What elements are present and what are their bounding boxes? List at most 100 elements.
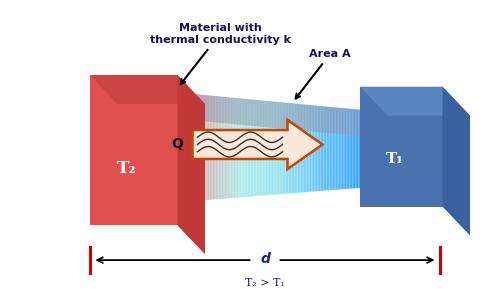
Polygon shape <box>344 108 345 189</box>
Polygon shape <box>228 97 229 198</box>
Polygon shape <box>229 97 230 198</box>
Polygon shape <box>179 92 180 202</box>
Polygon shape <box>293 103 294 193</box>
Polygon shape <box>307 105 308 192</box>
Polygon shape <box>218 96 220 199</box>
Text: d: d <box>260 252 270 266</box>
Polygon shape <box>288 103 290 194</box>
Polygon shape <box>208 95 210 200</box>
Polygon shape <box>258 100 260 196</box>
Polygon shape <box>191 94 192 201</box>
Polygon shape <box>196 94 198 201</box>
Polygon shape <box>188 93 190 201</box>
Polygon shape <box>200 95 202 201</box>
Polygon shape <box>340 108 342 189</box>
Polygon shape <box>178 92 179 202</box>
Polygon shape <box>237 98 238 198</box>
FancyArrow shape <box>192 120 322 169</box>
Polygon shape <box>220 97 222 199</box>
Polygon shape <box>211 96 212 200</box>
Polygon shape <box>217 96 218 199</box>
Polygon shape <box>274 101 275 195</box>
Polygon shape <box>261 100 262 196</box>
Text: Q: Q <box>172 138 183 151</box>
Text: T₁: T₁ <box>386 152 404 166</box>
Polygon shape <box>308 105 310 192</box>
Polygon shape <box>304 104 305 192</box>
Polygon shape <box>318 106 319 191</box>
Polygon shape <box>199 95 200 201</box>
Polygon shape <box>234 98 235 198</box>
Polygon shape <box>287 103 288 194</box>
Polygon shape <box>319 106 320 191</box>
Polygon shape <box>336 108 337 190</box>
Polygon shape <box>186 93 188 202</box>
Polygon shape <box>206 95 208 200</box>
Polygon shape <box>356 110 357 188</box>
Polygon shape <box>278 102 280 194</box>
Polygon shape <box>214 96 216 199</box>
Polygon shape <box>360 87 442 207</box>
Polygon shape <box>246 99 248 197</box>
Polygon shape <box>244 99 246 197</box>
Polygon shape <box>300 104 302 192</box>
Polygon shape <box>267 101 269 195</box>
Polygon shape <box>230 97 232 198</box>
Polygon shape <box>224 97 226 199</box>
Polygon shape <box>238 98 240 197</box>
Polygon shape <box>286 103 287 194</box>
Polygon shape <box>184 93 185 202</box>
Polygon shape <box>248 99 249 197</box>
Polygon shape <box>281 102 282 194</box>
Polygon shape <box>320 106 322 191</box>
Polygon shape <box>352 109 354 188</box>
Text: Material with
thermal conductivity k: Material with thermal conductivity k <box>150 23 290 84</box>
Polygon shape <box>302 104 304 192</box>
Polygon shape <box>345 108 346 189</box>
Polygon shape <box>334 107 336 190</box>
Polygon shape <box>442 87 470 236</box>
Polygon shape <box>90 75 205 104</box>
Text: T₂: T₂ <box>117 160 136 177</box>
Polygon shape <box>198 94 199 201</box>
Polygon shape <box>294 104 296 193</box>
Polygon shape <box>354 109 356 188</box>
Polygon shape <box>272 101 274 195</box>
Polygon shape <box>256 100 258 196</box>
Polygon shape <box>222 97 223 199</box>
Polygon shape <box>331 107 332 190</box>
Polygon shape <box>330 107 331 190</box>
Polygon shape <box>348 109 350 189</box>
Polygon shape <box>312 105 313 192</box>
Polygon shape <box>338 108 340 190</box>
Polygon shape <box>204 95 205 200</box>
Polygon shape <box>178 92 388 139</box>
Polygon shape <box>322 106 324 191</box>
Polygon shape <box>182 93 184 202</box>
Polygon shape <box>249 99 250 197</box>
Polygon shape <box>346 108 348 189</box>
Polygon shape <box>292 103 293 193</box>
Polygon shape <box>216 96 217 199</box>
Polygon shape <box>313 105 314 192</box>
Polygon shape <box>332 107 334 190</box>
Polygon shape <box>254 100 255 196</box>
Polygon shape <box>276 102 278 194</box>
Polygon shape <box>357 110 358 188</box>
Polygon shape <box>202 95 203 200</box>
Polygon shape <box>290 103 292 193</box>
Polygon shape <box>252 99 254 197</box>
Polygon shape <box>310 105 312 192</box>
Polygon shape <box>284 103 286 194</box>
Polygon shape <box>275 102 276 194</box>
Polygon shape <box>250 99 252 197</box>
Polygon shape <box>180 93 182 202</box>
Polygon shape <box>270 101 272 195</box>
Text: Area A: Area A <box>296 49 351 99</box>
Polygon shape <box>178 75 205 254</box>
Polygon shape <box>240 98 242 197</box>
Polygon shape <box>360 87 470 116</box>
Polygon shape <box>192 94 194 201</box>
Polygon shape <box>205 95 206 200</box>
Polygon shape <box>226 97 228 199</box>
